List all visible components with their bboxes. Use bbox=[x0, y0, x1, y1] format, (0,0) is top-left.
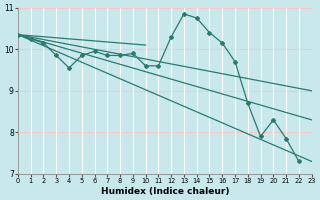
X-axis label: Humidex (Indice chaleur): Humidex (Indice chaleur) bbox=[100, 187, 229, 196]
